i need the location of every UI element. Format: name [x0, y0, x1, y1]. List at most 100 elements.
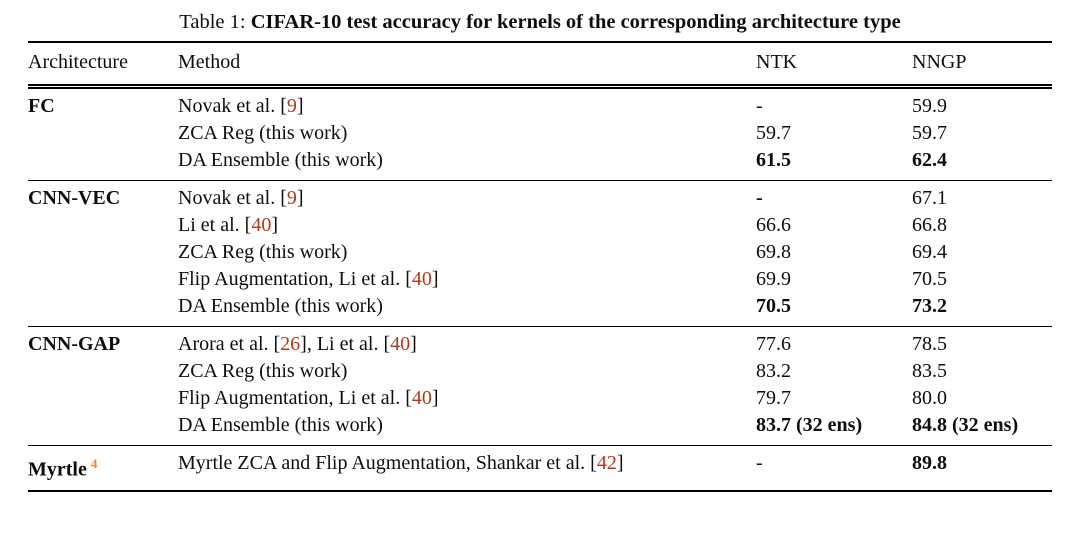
- nngp-value-cell: 59.9: [912, 95, 947, 117]
- architecture-cell: Myrtle 4: [28, 446, 178, 491]
- method-label: Novak et al. [: [178, 95, 287, 117]
- method-cell: Li et al. [40]: [178, 212, 756, 239]
- nngp-value-cell: 67.1: [912, 187, 947, 209]
- architecture-label: Myrtle: [28, 458, 87, 481]
- architecture-cell: [28, 147, 178, 181]
- citation-link[interactable]: 40: [390, 333, 411, 355]
- table-row: DA Ensemble (this work) 83.7 (32 ens) 84…: [28, 412, 1052, 446]
- ntk-value-cell: 83.2: [756, 360, 791, 382]
- table-caption-title: CIFAR-10 test accuracy for kernels of th…: [250, 11, 901, 33]
- table-row: DA Ensemble (this work) 61.5 62.4: [28, 147, 1052, 181]
- method-cell: DA Ensemble (this work): [178, 412, 756, 446]
- architecture-cell: CNN-GAP: [28, 327, 178, 359]
- ntk-value-cell: -: [756, 187, 763, 209]
- header-row: Architecture Method NTK NNGP: [28, 42, 1052, 89]
- table-row: FC Novak et al. [9] - 59.9: [28, 87, 1052, 121]
- footnote-link[interactable]: 4: [90, 456, 98, 471]
- nngp-value-cell: 69.4: [912, 241, 947, 263]
- method-cell: Novak et al. [9]: [178, 181, 756, 213]
- architecture-cell: [28, 266, 178, 293]
- table-row: Flip Augmentation, Li et al. [40] 79.7 8…: [28, 385, 1052, 412]
- architecture-cell: [28, 412, 178, 446]
- column-header-method: Method: [178, 42, 756, 89]
- architecture-cell: [28, 358, 178, 385]
- nngp-value-cell: 62.4: [912, 149, 947, 171]
- table-row: Myrtle 4 Myrtle ZCA and Flip Augmentation…: [28, 446, 1052, 491]
- method-label: DA Ensemble (this work): [178, 295, 383, 317]
- nngp-value-cell: 80.0: [912, 387, 947, 409]
- method-label: DA Ensemble (this work): [178, 414, 383, 436]
- method-cell: ZCA Reg (this work): [178, 358, 756, 385]
- ntk-value-cell: 59.7: [756, 122, 791, 144]
- ntk-value-cell: 83.7 (32 ens): [756, 414, 863, 436]
- method-label: Novak et al. [: [178, 187, 287, 209]
- architecture-cell: [28, 120, 178, 147]
- ntk-value-cell: 66.6: [756, 214, 791, 236]
- results-table: Architecture Method NTK NNGP FC Novak et…: [28, 41, 1052, 492]
- method-cell: Flip Augmentation, Li et al. [40]: [178, 266, 756, 293]
- method-cell: ZCA Reg (this work): [178, 239, 756, 266]
- method-label: ZCA Reg (this work): [178, 241, 348, 263]
- architecture-cell: [28, 385, 178, 412]
- method-label: ]: [431, 268, 439, 290]
- method-label: Myrtle ZCA and Flip Augmentation, Shanka…: [178, 452, 597, 474]
- method-label: ]: [296, 187, 304, 209]
- nngp-value-cell: 83.5: [912, 360, 947, 382]
- nngp-value-cell: 73.2: [912, 295, 947, 317]
- architecture-cell: [28, 293, 178, 327]
- table-row: CNN-VEC Novak et al. [9] - 67.1: [28, 181, 1052, 213]
- method-cell: DA Ensemble (this work): [178, 293, 756, 327]
- architecture-cell: [28, 212, 178, 239]
- section-fc: FC Novak et al. [9] - 59.9 ZCA Reg (this…: [28, 86, 1052, 181]
- method-label: ]: [296, 95, 304, 117]
- table-header: Architecture Method NTK NNGP: [28, 42, 1052, 89]
- ntk-value-cell: -: [756, 452, 763, 474]
- column-header-nngp: NNGP: [912, 42, 1052, 89]
- section-myrtle: Myrtle 4 Myrtle ZCA and Flip Augmentation…: [28, 445, 1052, 491]
- table-row: Li et al. [40] 66.6 66.8: [28, 212, 1052, 239]
- table-caption-prefix: Table 1:: [179, 11, 251, 33]
- architecture-cell: CNN-VEC: [28, 181, 178, 213]
- ntk-value-cell: 61.5: [756, 149, 791, 171]
- method-label: ]: [616, 452, 624, 474]
- nngp-value-cell: 59.7: [912, 122, 947, 144]
- table-row: DA Ensemble (this work) 70.5 73.2: [28, 293, 1052, 327]
- architecture-cell: FC: [28, 87, 178, 121]
- method-label: DA Ensemble (this work): [178, 149, 383, 171]
- architecture-label: FC: [28, 95, 55, 117]
- ntk-value-cell: 77.6: [756, 333, 791, 355]
- table-row: CNN-GAP Arora et al. [26], Li et al. [40…: [28, 327, 1052, 359]
- method-label: ]: [410, 333, 417, 355]
- citation-link[interactable]: 40: [251, 214, 272, 236]
- method-cell: Myrtle ZCA and Flip Augmentation, Shanka…: [178, 446, 756, 491]
- method-label: Li et al. [: [178, 214, 252, 236]
- citation-link[interactable]: 9: [286, 95, 297, 117]
- method-label: ]: [271, 214, 278, 236]
- ntk-value-cell: -: [756, 95, 763, 117]
- citation-link[interactable]: 26: [280, 333, 301, 355]
- citation-link[interactable]: 9: [286, 187, 297, 209]
- table-row: ZCA Reg (this work) 83.2 83.5: [28, 358, 1052, 385]
- method-cell: Novak et al. [9]: [178, 87, 756, 121]
- nngp-value-cell: 66.8: [912, 214, 947, 236]
- section-cnn-gap: CNN-GAP Arora et al. [26], Li et al. [40…: [28, 326, 1052, 446]
- table-row: Flip Augmentation, Li et al. [40] 69.9 7…: [28, 266, 1052, 293]
- method-label: ZCA Reg (this work): [178, 122, 348, 144]
- citation-link[interactable]: 40: [411, 268, 432, 290]
- ntk-value-cell: 69.8: [756, 241, 791, 263]
- architecture-label: CNN-VEC: [28, 187, 121, 209]
- architecture-label: CNN-GAP: [28, 333, 121, 355]
- ntk-value-cell: 70.5: [756, 295, 791, 317]
- nngp-value-cell: 78.5: [912, 333, 947, 355]
- method-label: Flip Augmentation, Li et al. [: [178, 387, 412, 409]
- method-cell: ZCA Reg (this work): [178, 120, 756, 147]
- method-cell: Arora et al. [26], Li et al. [40]: [178, 327, 756, 359]
- citation-link[interactable]: 40: [411, 387, 432, 409]
- nngp-value-cell: 70.5: [912, 268, 947, 290]
- method-label: Flip Augmentation, Li et al. [: [178, 268, 412, 290]
- ntk-value-cell: 79.7: [756, 387, 791, 409]
- method-label: ZCA Reg (this work): [178, 360, 348, 382]
- nngp-value-cell: 84.8 (32 ens): [912, 414, 1019, 436]
- method-label: Arora et al. [: [178, 333, 281, 355]
- citation-link[interactable]: 42: [596, 452, 617, 474]
